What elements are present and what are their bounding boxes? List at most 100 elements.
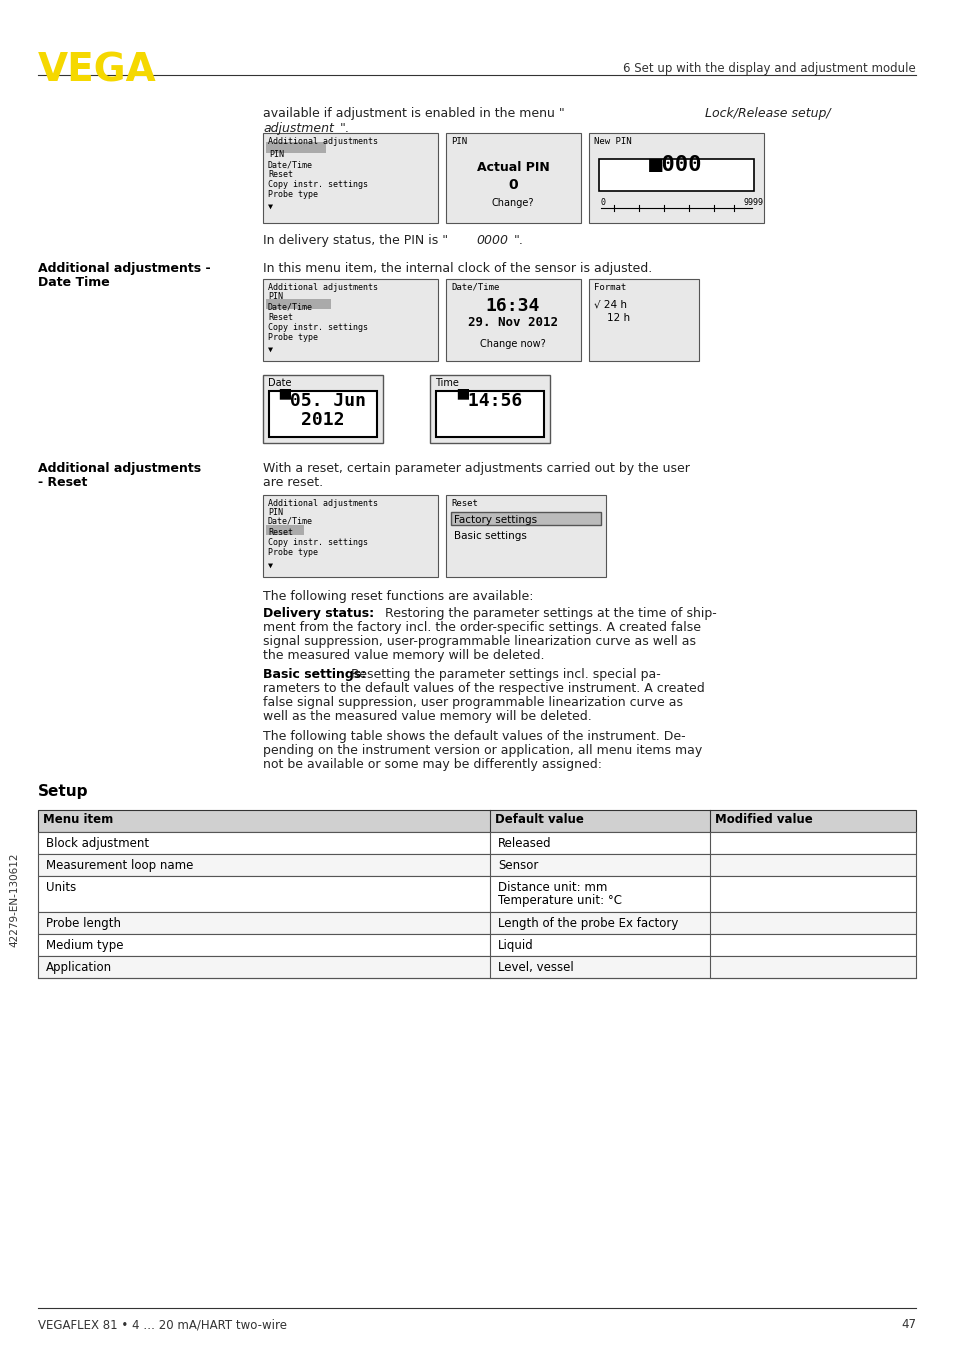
Text: are reset.: are reset. <box>263 477 323 489</box>
Text: Basic settings:: Basic settings: <box>263 668 366 681</box>
Text: well as the measured value memory will be deleted.: well as the measured value memory will b… <box>263 709 591 723</box>
Text: the measured value memory will be deleted.: the measured value memory will be delete… <box>263 649 544 662</box>
Text: Liquid: Liquid <box>497 940 533 952</box>
Text: Probe type: Probe type <box>268 548 317 556</box>
Bar <box>38 913 915 934</box>
Text: Probe type: Probe type <box>268 333 317 343</box>
Text: PIN: PIN <box>268 508 283 517</box>
Bar <box>38 876 915 913</box>
Text: Date/Time: Date/Time <box>268 303 313 311</box>
Text: Delivery status:: Delivery status: <box>263 607 374 620</box>
Bar <box>38 810 915 831</box>
Text: Resetting the parameter settings incl. special pa-: Resetting the parameter settings incl. s… <box>347 668 660 681</box>
Text: Date/Time: Date/Time <box>451 283 498 292</box>
Text: Menu item: Menu item <box>43 812 113 826</box>
Text: New PIN: New PIN <box>594 137 631 146</box>
Bar <box>598 158 753 191</box>
Text: Temperature unit: °C: Temperature unit: °C <box>497 894 621 907</box>
Text: With a reset, certain parameter adjustments carried out by the user: With a reset, certain parameter adjustme… <box>263 462 689 475</box>
Text: Measurement loop name: Measurement loop name <box>46 858 193 872</box>
Bar <box>446 133 580 223</box>
Text: Reset: Reset <box>268 528 293 538</box>
Bar <box>451 512 600 525</box>
Bar <box>38 831 915 854</box>
Text: ".: ". <box>339 122 350 135</box>
Text: Date: Date <box>268 378 292 389</box>
Bar <box>266 142 326 153</box>
Text: ".: ". <box>514 234 523 246</box>
Text: 2012: 2012 <box>301 412 344 429</box>
Text: Copy instr. settings: Copy instr. settings <box>268 538 368 547</box>
Text: VEGAFLEX 81 • 4 … 20 mA/HART two-wire: VEGAFLEX 81 • 4 … 20 mA/HART two-wire <box>38 1317 287 1331</box>
Bar <box>266 299 331 309</box>
Bar <box>588 279 699 362</box>
Text: Block adjustment: Block adjustment <box>46 837 149 850</box>
Text: ▀05. Jun: ▀05. Jun <box>279 393 366 410</box>
Text: pending on the instrument version or application, all menu items may: pending on the instrument version or app… <box>263 743 701 757</box>
Text: false signal suppression, user programmable linearization curve as: false signal suppression, user programma… <box>263 696 682 709</box>
Text: Distance unit: mm: Distance unit: mm <box>497 881 607 894</box>
Text: Released: Released <box>497 837 551 850</box>
Text: PIN: PIN <box>269 150 284 158</box>
Bar <box>263 375 382 443</box>
Text: Date/Time: Date/Time <box>268 160 313 169</box>
Text: 0: 0 <box>508 177 517 192</box>
Bar <box>436 391 543 437</box>
Text: Units: Units <box>46 881 76 894</box>
Text: Date/Time: Date/Time <box>268 517 313 525</box>
Text: Reset: Reset <box>268 171 293 179</box>
Text: The following reset functions are available:: The following reset functions are availa… <box>263 590 533 603</box>
Text: Probe type: Probe type <box>268 190 317 199</box>
Text: Restoring the parameter settings at the time of ship-: Restoring the parameter settings at the … <box>380 607 716 620</box>
Text: Additional adjustments: Additional adjustments <box>38 462 201 475</box>
Text: Reset: Reset <box>451 500 477 508</box>
Bar <box>38 956 915 978</box>
Bar <box>263 279 437 362</box>
Bar <box>263 133 437 223</box>
Bar <box>266 525 304 535</box>
Text: Sensor: Sensor <box>497 858 537 872</box>
Text: 9999: 9999 <box>743 198 763 207</box>
Bar <box>588 133 763 223</box>
Text: Factory settings: Factory settings <box>454 515 537 525</box>
Text: Time: Time <box>435 378 458 389</box>
Text: PIN: PIN <box>268 292 283 301</box>
Text: available if adjustment is enabled in the menu ": available if adjustment is enabled in th… <box>263 107 564 121</box>
Text: VEGA: VEGA <box>38 51 156 89</box>
Bar <box>263 496 437 577</box>
Text: 47: 47 <box>900 1317 915 1331</box>
Text: Additional adjustments -: Additional adjustments - <box>38 263 211 275</box>
Text: Additional adjustments: Additional adjustments <box>268 500 377 508</box>
Text: 16:34: 16:34 <box>485 297 539 315</box>
Text: Length of the probe Ex factory: Length of the probe Ex factory <box>497 917 678 930</box>
Text: The following table shows the default values of the instrument. De-: The following table shows the default va… <box>263 730 685 743</box>
Bar <box>38 934 915 956</box>
Text: ▼: ▼ <box>268 561 273 570</box>
Text: In this menu item, the internal clock of the sensor is adjusted.: In this menu item, the internal clock of… <box>263 263 652 275</box>
Text: Actual PIN: Actual PIN <box>476 161 549 175</box>
Text: - Reset: - Reset <box>38 477 88 489</box>
Bar <box>446 279 580 362</box>
Text: 29. Nov 2012: 29. Nov 2012 <box>468 315 558 329</box>
Text: ■000: ■000 <box>649 154 702 175</box>
Text: ▼: ▼ <box>268 345 273 353</box>
Text: Modified value: Modified value <box>714 812 812 826</box>
Text: 42279-EN-130612: 42279-EN-130612 <box>9 853 19 948</box>
Text: Date Time: Date Time <box>38 276 110 288</box>
Text: Change now?: Change now? <box>479 338 545 349</box>
Bar <box>38 854 915 876</box>
Text: Copy instr. settings: Copy instr. settings <box>268 324 368 332</box>
Bar <box>430 375 550 443</box>
Text: not be available or some may be differently assigned:: not be available or some may be differen… <box>263 758 601 770</box>
Text: 0000: 0000 <box>476 234 507 246</box>
Text: Additional adjustments: Additional adjustments <box>268 137 377 146</box>
Text: Level, vessel: Level, vessel <box>497 961 573 974</box>
Text: Probe length: Probe length <box>46 917 121 930</box>
Text: ment from the factory incl. the order-specific settings. A created false: ment from the factory incl. the order-sp… <box>263 621 700 634</box>
Bar <box>269 391 376 437</box>
Text: 6 Set up with the display and adjustment module: 6 Set up with the display and adjustment… <box>622 62 915 74</box>
Text: ▀14:56: ▀14:56 <box>456 393 522 410</box>
Text: Medium type: Medium type <box>46 940 123 952</box>
Text: signal suppression, user-programmable linearization curve as well as: signal suppression, user-programmable li… <box>263 635 696 649</box>
Text: Format: Format <box>594 283 625 292</box>
